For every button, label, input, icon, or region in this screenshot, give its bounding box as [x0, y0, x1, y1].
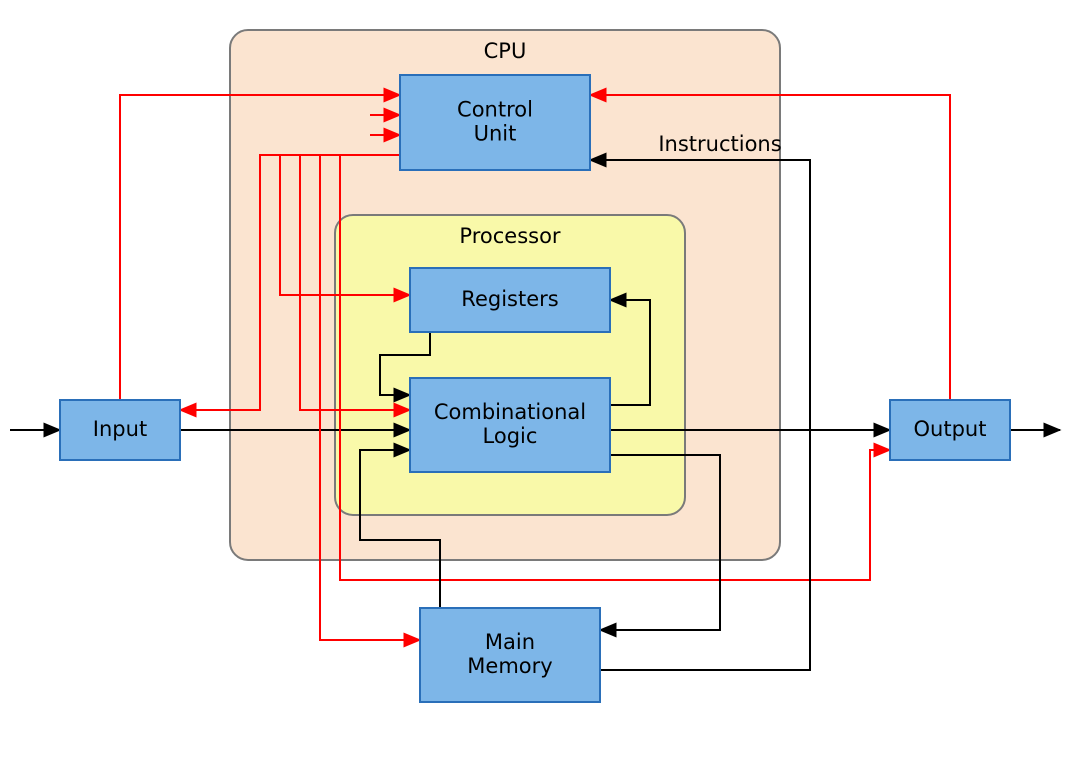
- node-control_unit: ControlUnit: [400, 75, 590, 170]
- node-main_memory: MainMemory: [420, 608, 600, 702]
- svg-text:Logic: Logic: [483, 424, 538, 448]
- svg-text:Unit: Unit: [474, 122, 517, 146]
- svg-text:CPU: CPU: [484, 39, 527, 63]
- cpu-block-diagram: CPU Processor Input Output ControlUnit Regis…: [0, 0, 1080, 770]
- svg-text:Main: Main: [485, 630, 535, 654]
- svg-text:Memory: Memory: [467, 654, 552, 678]
- node-output: Output: [890, 400, 1010, 460]
- node-registers: Registers: [410, 268, 610, 332]
- node-comb_logic: CombinationalLogic: [410, 378, 610, 472]
- svg-text:Control: Control: [457, 98, 533, 122]
- label-instructions: Instructions: [658, 132, 781, 156]
- svg-text:Processor: Processor: [459, 224, 561, 248]
- node-input: Input: [60, 400, 180, 460]
- svg-text:Output: Output: [914, 417, 987, 441]
- svg-text:Registers: Registers: [461, 287, 558, 311]
- svg-text:Combinational: Combinational: [434, 400, 586, 424]
- svg-text:Input: Input: [93, 417, 147, 441]
